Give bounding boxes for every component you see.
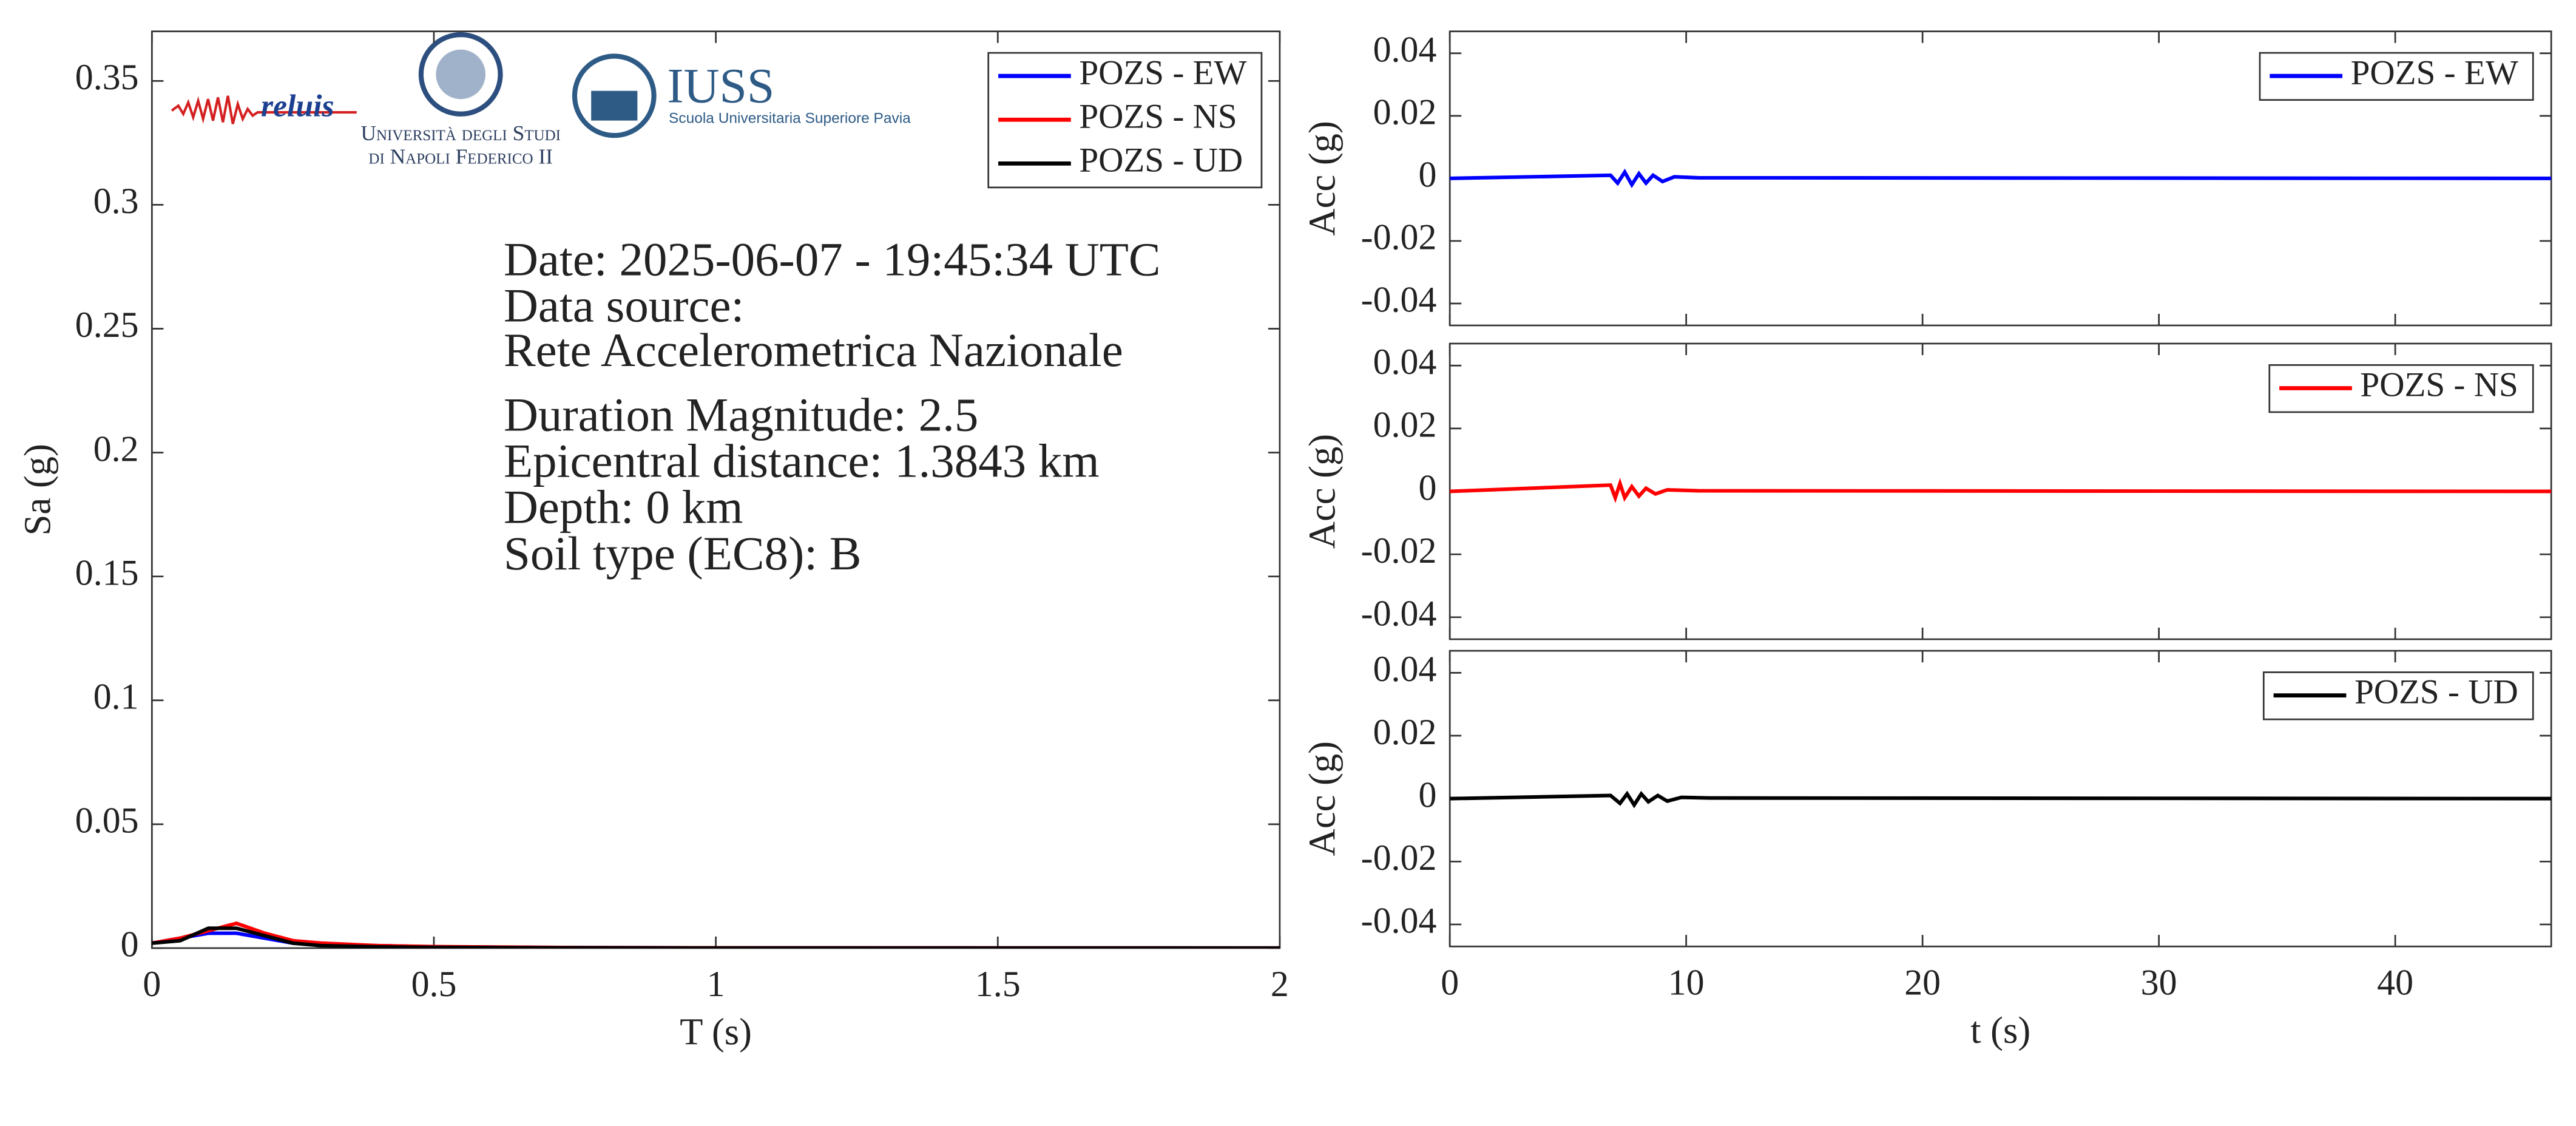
napoli-text: di Napoli Federico II [368,144,553,168]
y-tick-label: 0.2 [93,429,139,469]
y-tick-label: 0.02 [1373,92,1437,132]
y-axis-label: Acc (g) [1300,741,1343,856]
napoli-seal-inner [436,49,486,100]
x-tick-label: 1 [707,964,725,1004]
legend: POZS - EW POZS - NS POZS - UD [987,52,1263,189]
y-axis-label: Acc (g) [1300,121,1343,236]
x-tick-label: 2 [1271,964,1289,1004]
annotation: Depth: 0 km [504,481,743,534]
y-tick-label: 0.3 [93,181,139,221]
series-line [1450,478,2552,503]
legend-label: POZS - NS [1079,97,1237,135]
y-tick-label: 0.04 [1373,30,1437,70]
y-axis-label: Acc (g) [1300,434,1343,549]
iuss-subtitle: Scuola Universitaria Superiore Pavia [669,110,911,126]
annotation: Soil type (EC8): B [504,527,862,580]
series-line [1450,168,2552,188]
iuss-seal-building [591,90,638,121]
legend: POZS - EW [2259,52,2534,101]
y-tick-label: 0 [121,924,139,965]
x-tick-label: 1.5 [975,964,1021,1004]
y-tick-label: -0.04 [1361,280,1437,320]
legend-label: POZS - EW [2351,53,2518,92]
iuss-text: IUSS [667,58,774,113]
reluis-text: reluis [261,89,334,123]
x-tick-label: 0 [1441,962,1459,1002]
y-tick-label: 0.15 [75,552,139,592]
y-tick-label: 0 [1418,775,1436,815]
x-tick-label: 0 [143,964,161,1004]
napoli-text: Università degli Studi [360,121,561,145]
legend-label: POZS - UD [2355,673,2518,711]
annotation: Date: 2025-06-07 - 19:45:34 UTC [504,233,1161,286]
x-tick-label: 40 [2377,962,2413,1002]
legend: POZS - UD [2262,671,2534,721]
y-tick-label: 0.05 [75,801,139,841]
y-tick-label: 0 [1418,467,1436,507]
y-tick-label: -0.02 [1361,217,1437,257]
y-tick-label: -0.04 [1361,594,1437,634]
y-tick-label: 0.1 [93,676,139,716]
y-tick-label: -0.02 [1361,838,1437,878]
y-tick-label: 0.02 [1373,712,1437,752]
annotation: Epicentral distance: 1.3843 km [504,435,1100,487]
legend-label: POZS - EW [1079,53,1246,92]
series-line [1450,790,2552,809]
legend-label: POZS - UD [1079,141,1243,180]
x-axis-label: T (s) [680,1011,752,1053]
x-tick-label: 10 [1668,962,1705,1002]
y-tick-label: -0.04 [1361,901,1437,941]
y-tick-label: 0.02 [1373,405,1437,445]
legend-label: POZS - NS [2360,366,2518,404]
plot-frame [1449,649,2552,948]
y-tick-label: 0.04 [1373,649,1437,689]
x-tick-label: 20 [1904,962,1941,1002]
legend: POZS - NS [2268,364,2534,413]
x-axis-label: t (s) [1970,1009,2030,1051]
y-tick-label: 0.35 [75,57,139,97]
x-tick-label: 0.5 [411,964,457,1004]
annotation: Data source: [504,280,745,333]
y-tick-label: 0.25 [75,305,139,345]
x-tick-label: 30 [2141,962,2177,1002]
series-line [152,926,1280,948]
y-tick-label: 0.04 [1373,342,1437,382]
annotation: Rete Accelerometrica Nazionale [504,324,1123,377]
annotation: Duration Magnitude: 2.5 [504,388,978,441]
y-axis-label: Sa (g) [16,444,58,535]
reluis-wave [171,95,357,124]
logos: reluis Università degli Studi di Napoli … [171,32,911,168]
y-tick-label: 0 [1418,155,1436,195]
y-tick-label: -0.02 [1361,531,1437,571]
